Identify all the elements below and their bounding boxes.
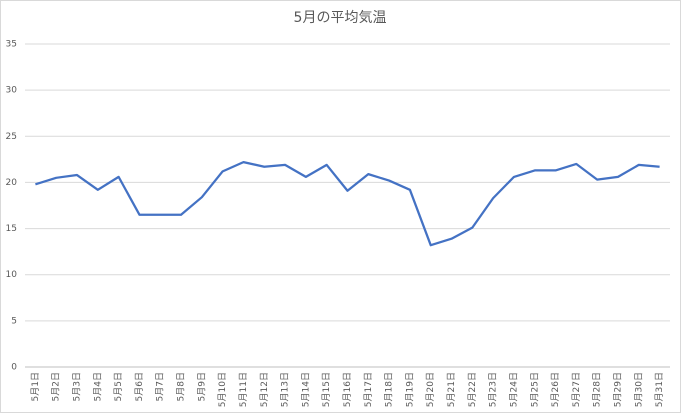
x-tick-label: 5月19日 [404,372,415,407]
x-tick-label: 5月30日 [633,372,644,407]
x-tick-label: 5月7日 [155,372,166,401]
x-tick-label: 5月8日 [176,372,187,401]
y-tick-label: 15 [6,224,17,234]
x-tick-label: 5月13日 [280,372,291,407]
y-tick-label: 35 [6,40,17,50]
x-tick-label: 5月15日 [321,372,332,407]
data-line [35,161,660,247]
x-tick-label: 5月24日 [508,372,519,407]
x-tick-label: 5月28日 [592,372,603,407]
x-tick-label: 5月14日 [300,372,311,407]
x-tick-label: 5月10日 [217,372,228,407]
x-tick-label: 5月23日 [488,372,499,407]
chart-title: 5月の平均気温 [294,10,387,26]
y-tick-label: 20 [6,178,18,188]
y-tick-label: 25 [6,132,17,142]
x-tick-label: 5月11日 [238,372,249,407]
y-tick-label: 5 [11,316,17,326]
x-tick-label: 5月29日 [612,372,623,407]
x-tick-label: 5月22日 [467,372,478,407]
x-tick-label: 5月12日 [259,372,270,407]
y-tick-label: 10 [6,270,18,280]
y-tick-label: 30 [6,86,18,96]
x-tick-label: 5月31日 [654,372,665,407]
x-tick-label: 5月25日 [529,372,540,407]
x-tick-label: 5月18日 [384,372,395,407]
x-tick-label: 5月17日 [363,372,374,407]
x-tick-label: 5月6日 [134,372,145,401]
x-tick-label: 5月9日 [196,372,207,401]
x-tick-label: 5月3日 [72,372,83,401]
x-tick-label: 5月4日 [92,372,103,401]
x-tick-label: 5月5日 [113,372,124,401]
x-tick-label: 5月21日 [446,372,457,407]
x-tick-label: 5月2日 [51,372,62,401]
y-tick-label: 0 [11,363,17,373]
x-tick-label: 5月1日 [30,372,41,401]
x-tick-label: 5月27日 [571,372,582,407]
x-tick-label: 5月16日 [342,372,353,407]
x-tick-label: 5月20日 [425,372,436,407]
x-tick-label: 5月26日 [550,372,561,407]
